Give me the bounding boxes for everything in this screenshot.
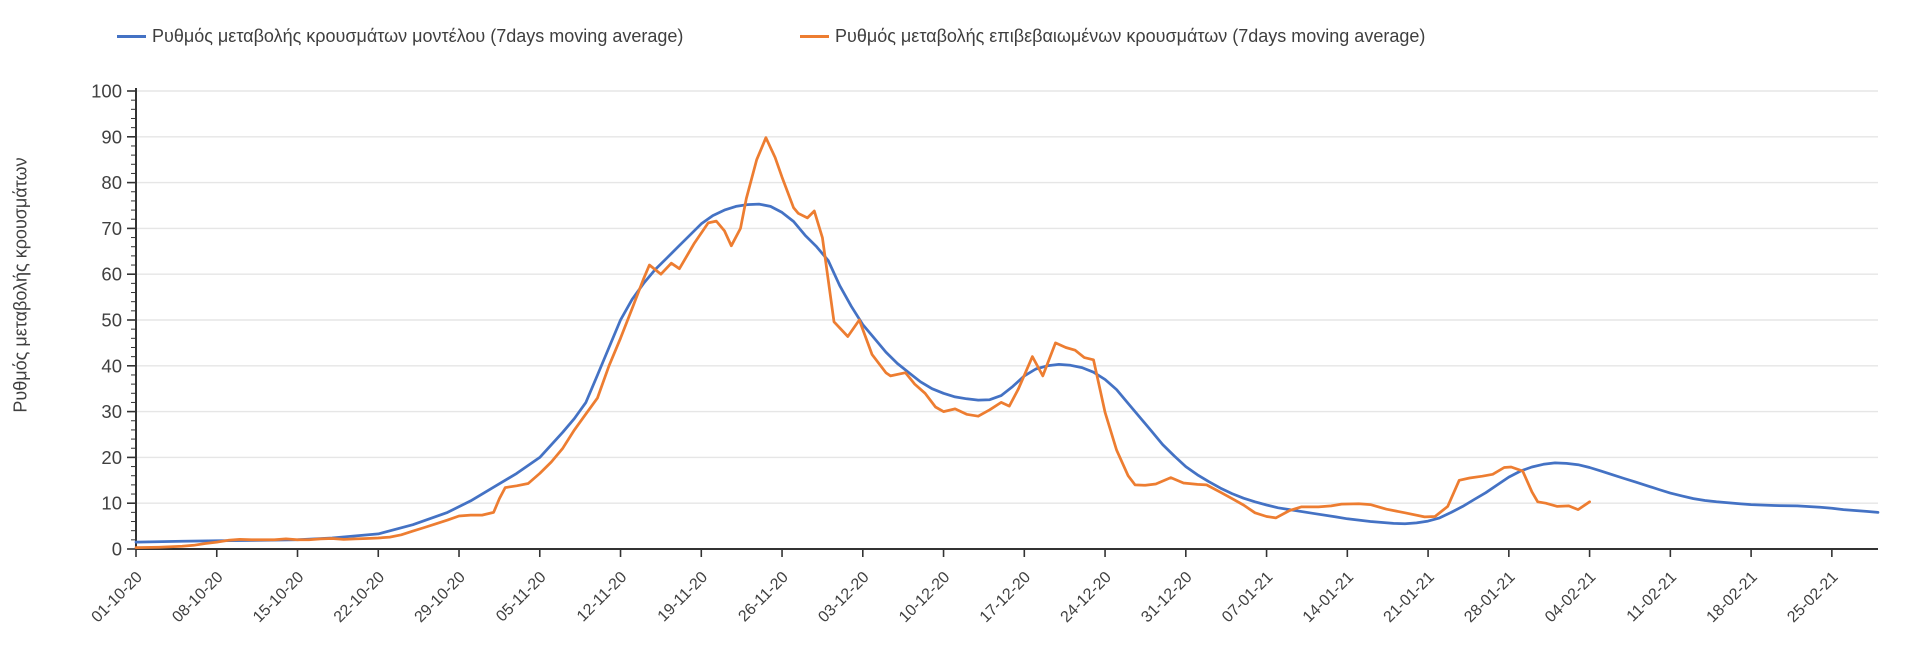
- x-tick-label: 03-12-20: [815, 569, 872, 626]
- x-tick-label: 01-10-20: [89, 569, 146, 626]
- x-tick-label: 15-10-20: [250, 569, 307, 626]
- x-tick-label: 07-01-21: [1219, 569, 1276, 626]
- x-tick-label: 24-12-20: [1058, 569, 1115, 626]
- x-tick-label: 18-02-21: [1704, 569, 1761, 626]
- x-tick-label: 26-11-20: [735, 569, 792, 626]
- series-confirmed-line: [134, 136, 1591, 549]
- x-tick-label: 28-01-21: [1461, 569, 1518, 626]
- legend-label-model: Ρυθμός μεταβολής κρουσμάτων μοντέλου (7d…: [152, 26, 684, 46]
- y-tick-label: 100: [91, 81, 122, 102]
- y-tick-label: 80: [101, 172, 122, 193]
- y-tick-label: 90: [101, 126, 122, 147]
- x-axis-labels: 01-10-20 08-10-20 15-10-20 22-10-20 29-10-20…: [89, 569, 1842, 626]
- legend-marker-model-line: [117, 35, 146, 38]
- series-model-line: [134, 202, 1880, 544]
- chart-legend: Ρυθμός μεταβολής κρουσμάτων μοντέλου (7d…: [0, 0, 1920, 52]
- x-tick-label: 14-01-21: [1300, 569, 1357, 626]
- y-tick-label: 10: [101, 493, 122, 514]
- x-tick-label: 11-02-21: [1624, 569, 1681, 626]
- legend-item-confirmed: Ρυθμός μεταβολής επιβεβαιωμένων κρουσμάτ…: [800, 26, 1425, 47]
- x-tick-label: 25-02-21: [1784, 569, 1841, 626]
- legend-item-model: Ρυθμός μεταβολής κρουσμάτων μοντέλου (7d…: [117, 26, 683, 47]
- y-tick-label: 30: [101, 401, 122, 422]
- y-axis-labels: 0 10 20 30 40 50 60 70 80 90 100: [91, 81, 122, 560]
- y-tick-label: 0: [112, 539, 122, 560]
- x-tick-label: 19-11-20: [655, 569, 712, 626]
- axes: [135, 88, 1878, 550]
- legend-marker-confirmed-line: [800, 35, 829, 38]
- x-tick-label: 21-01-21: [1381, 569, 1438, 626]
- x-tick-label: 22-10-20: [331, 569, 388, 626]
- x-tick-label: 31-12-20: [1138, 569, 1195, 626]
- x-tick-label: 05-11-20: [493, 569, 550, 626]
- x-tick-label: 04-02-21: [1542, 569, 1599, 626]
- legend-label-confirmed: Ρυθμός μεταβολής επιβεβαιωμένων κρουσμάτ…: [835, 26, 1426, 46]
- y-tick-label: 60: [101, 264, 122, 285]
- x-tick-label: 12-11-20: [574, 569, 631, 626]
- y-tick-label: 50: [101, 310, 122, 331]
- y-tick-label: 70: [101, 218, 122, 239]
- x-tick-label: 29-10-20: [412, 569, 469, 626]
- x-axis-ticks: [135, 549, 1833, 557]
- x-tick-label: 17-12-20: [977, 569, 1034, 626]
- y-axis-ticks: [127, 90, 136, 550]
- gridlines: [136, 90, 1878, 504]
- y-tick-label: 20: [101, 447, 122, 468]
- y-tick-label: 40: [101, 355, 122, 376]
- x-tick-label: 08-10-20: [169, 569, 226, 626]
- x-tick-label: 10-12-20: [896, 569, 953, 626]
